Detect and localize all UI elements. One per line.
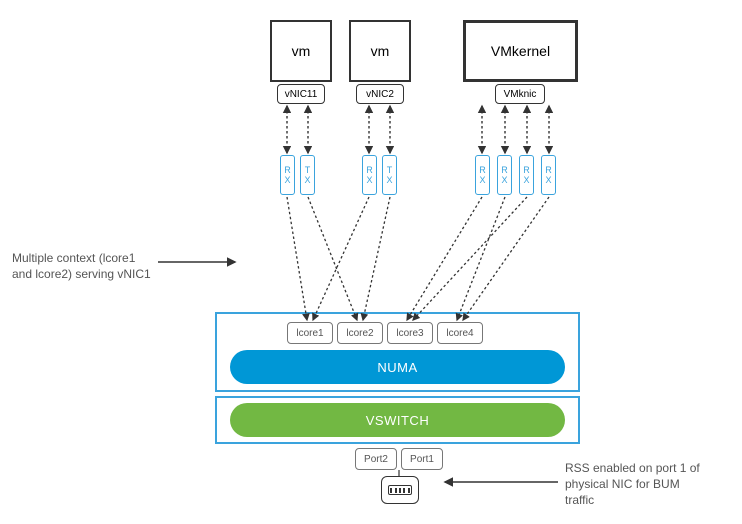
annotation-left-l2: and lcore2) serving vNIC1 <box>12 266 162 282</box>
vm1-nic-label: vNIC11 <box>285 89 318 100</box>
lcore1-label: lcore1 <box>296 328 323 339</box>
q-g3-3-label: RX <box>544 165 554 185</box>
q-g2-tx: TX <box>382 155 397 195</box>
q-g2-tx-label: TX <box>385 165 395 185</box>
numa-pill: NUMA <box>230 350 565 384</box>
q-g1-rx: RX <box>280 155 295 195</box>
lcore4: lcore4 <box>437 322 483 344</box>
nic-icon <box>381 476 419 504</box>
vm2-nic-label: vNIC2 <box>366 89 394 100</box>
vswitch-pill: VSWITCH <box>230 403 565 437</box>
lcore1: lcore1 <box>287 322 333 344</box>
port1: Port1 <box>401 448 443 470</box>
vm2-label: vm <box>371 43 390 59</box>
annotation-left-l1: Multiple context (lcore1 <box>12 250 162 266</box>
lcore3: lcore3 <box>387 322 433 344</box>
lcore2-label: lcore2 <box>346 328 373 339</box>
annotation-right: RSS enabled on port 1 of physical NIC fo… <box>565 460 730 509</box>
port1-label: Port1 <box>410 454 434 465</box>
annotation-right-l3: traffic <box>565 492 730 508</box>
annotation-right-l1: RSS enabled on port 1 of <box>565 460 730 476</box>
vm2-nic: vNIC2 <box>356 84 404 104</box>
port2: Port2 <box>355 448 397 470</box>
vmkernel-nic-label: VMknic <box>504 89 537 100</box>
q-g1-rx-label: RX <box>283 165 293 185</box>
q-g3-0: RX <box>475 155 490 195</box>
q-g3-2: RX <box>519 155 534 195</box>
q-g2-rx: RX <box>362 155 377 195</box>
lcore2: lcore2 <box>337 322 383 344</box>
vm1-label: vm <box>292 43 311 59</box>
q-g1-tx: TX <box>300 155 315 195</box>
lcore3-label: lcore3 <box>396 328 423 339</box>
vm2-box: vm <box>349 20 411 82</box>
vm1-nic: vNIC11 <box>277 84 325 104</box>
q-g1-tx-label: TX <box>303 165 313 185</box>
vmkernel-box: VMkernel <box>463 20 578 82</box>
annotation-right-l2: physical NIC for BUM <box>565 476 730 492</box>
numa-label: NUMA <box>377 360 417 375</box>
port2-label: Port2 <box>364 454 388 465</box>
q-g3-1: RX <box>497 155 512 195</box>
q-g3-0-label: RX <box>478 165 488 185</box>
annotation-left: Multiple context (lcore1 and lcore2) ser… <box>12 250 162 282</box>
vmkernel-nic: VMknic <box>495 84 545 104</box>
vmkernel-label: VMkernel <box>491 43 550 59</box>
lcore4-label: lcore4 <box>446 328 473 339</box>
q-g3-2-label: RX <box>522 165 532 185</box>
vswitch-label: VSWITCH <box>366 413 429 428</box>
q-g3-3: RX <box>541 155 556 195</box>
vm1-box: vm <box>270 20 332 82</box>
q-g3-1-label: RX <box>500 165 510 185</box>
q-g2-rx-label: RX <box>365 165 375 185</box>
